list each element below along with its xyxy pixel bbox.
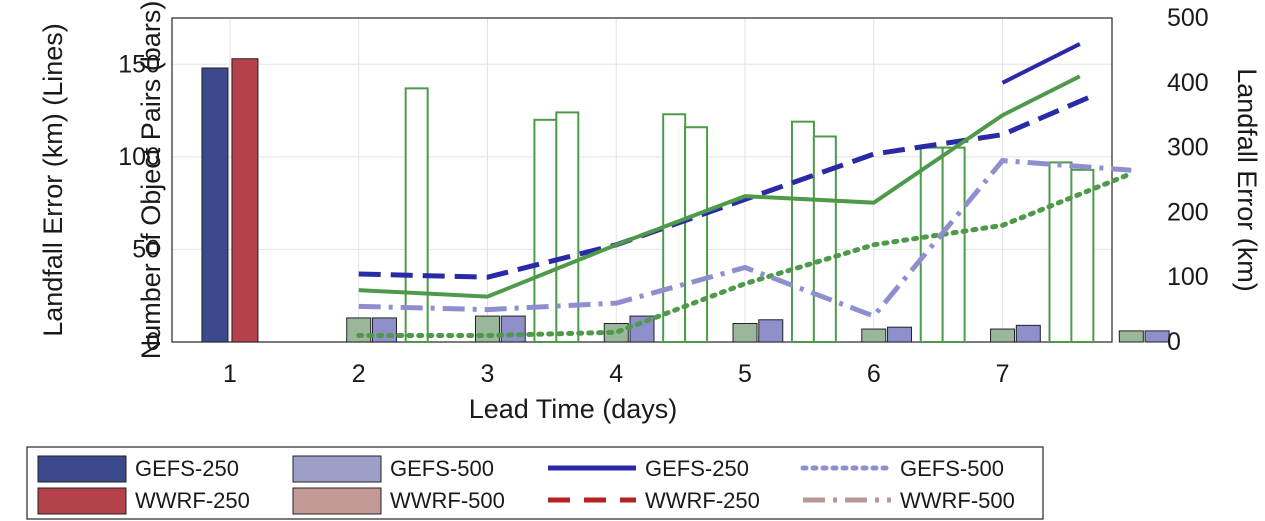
legend-swatch — [292, 487, 382, 515]
small-bar-green — [1118, 330, 1144, 343]
y-right-tick-label: 300 — [1167, 134, 1209, 162]
small-bar-purple — [758, 319, 784, 343]
y-right-tick-label: 200 — [1167, 198, 1209, 226]
y-right-tick-label: 400 — [1167, 69, 1209, 97]
legend-label: WWRF-250 — [135, 488, 250, 513]
legend-label: GEFS-250 — [135, 456, 239, 481]
x-tick-label: 1 — [223, 360, 237, 388]
legend-label: WWRF-500 — [390, 488, 505, 513]
legend-label: WWRF-500 — [900, 488, 1015, 513]
outline-bar — [941, 146, 966, 343]
x-tick-label: 7 — [996, 360, 1010, 388]
outline-bar — [404, 87, 429, 344]
x-tick-label: 3 — [481, 360, 495, 388]
lines — [356, 42, 1134, 339]
legend-swatch — [37, 487, 127, 515]
outline-bars — [404, 87, 1095, 344]
outline-bar — [1048, 161, 1073, 343]
y-axis-title-right: Landfall Error (km) — [1232, 68, 1262, 292]
small-bar-purple — [1144, 330, 1170, 343]
outline-bar — [790, 120, 815, 344]
x-tick-label: 2 — [352, 360, 366, 388]
small-bar-green — [861, 328, 887, 343]
legend-label: WWRF-250 — [645, 488, 760, 513]
bar-gefs-250 — [201, 67, 229, 343]
line-gefs-250 — [1001, 42, 1081, 85]
bars — [201, 58, 259, 343]
bar-wwrf-250 — [231, 58, 259, 343]
legend-label: GEFS-500 — [390, 456, 494, 481]
x-tick-label: 6 — [867, 360, 881, 388]
outline-bar — [812, 135, 837, 343]
line-wwrf-500 — [358, 157, 1132, 320]
small-bar-purple — [500, 315, 526, 343]
y-right-tick-label: 0 — [1167, 328, 1181, 356]
line-wwrf-250 — [358, 93, 1094, 280]
legend-label: GEFS-500 — [900, 456, 1004, 481]
small-bars — [346, 315, 1170, 343]
legend-swatch — [292, 455, 382, 483]
small-bar-green — [732, 322, 758, 343]
line-unlabeled — [358, 74, 1081, 299]
small-bar-purple — [371, 317, 397, 343]
x-tick-label: 5 — [738, 360, 752, 388]
y-right-tick-label: 500 — [1167, 4, 1209, 32]
small-bar-green — [990, 328, 1016, 343]
y-left-tick-label: 100 — [118, 143, 160, 171]
legend: GEFS-250 GEFS-500 GEFS-250 GEFS-500 WWRF-250… — [26, 446, 1044, 520]
line-gefs-500 — [356, 171, 1134, 339]
y-left-tick-label: 50 — [132, 235, 160, 263]
y-right-tick-label: 100 — [1167, 263, 1209, 291]
y-axis-title-left-overlay: Landfall Error (km) (Lines) — [38, 23, 68, 337]
small-bar-purple — [1015, 324, 1041, 343]
outline-bar — [684, 126, 709, 343]
outline-bar — [555, 111, 580, 344]
legend-label: GEFS-250 — [645, 456, 749, 481]
legend-box — [26, 446, 1044, 520]
small-bar-purple — [887, 326, 913, 343]
y-left-tick-label: 0 — [146, 328, 160, 356]
small-bar-green — [474, 315, 500, 343]
outline-bar — [1070, 168, 1095, 343]
y-axis-title-left: Number of Object Pairs (bars) — [136, 1, 166, 360]
legend-swatch — [37, 455, 127, 483]
tick-labels: 1 2 3 4 5 6 7 0 50 100 150 0 100 200 300 400 500 — [118, 4, 1208, 388]
x-axis-title: Lead Time (days) — [469, 394, 678, 424]
y-left-tick-label: 150 — [118, 50, 160, 78]
x-tick-label: 4 — [609, 360, 623, 388]
small-bar-green — [346, 317, 372, 343]
